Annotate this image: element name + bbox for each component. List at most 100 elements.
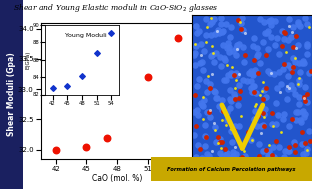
Point (193, 155, 198, 158)
Point (281, 156, 286, 159)
Point (283, 31, 288, 34)
Point (237, 20, 242, 23)
Point (193, 63, 197, 66)
Point (203, 80, 208, 83)
Point (275, 87, 280, 90)
Point (273, 102, 278, 105)
Point (291, 57, 296, 60)
Point (261, 88, 266, 91)
Point (292, 140, 297, 143)
Point (204, 41, 209, 44)
Point (229, 65, 234, 68)
Point (305, 148, 310, 151)
Point (221, 57, 226, 60)
Point (229, 156, 234, 159)
Point (285, 149, 290, 152)
Point (281, 113, 286, 116)
Point (211, 160, 216, 163)
Point (252, 116, 257, 119)
Point (225, 74, 230, 77)
Point (265, 47, 270, 50)
Point (246, 131, 251, 134)
Point (210, 21, 215, 24)
Point (217, 55, 222, 58)
Text: Shear Moduli (Gpa): Shear Moduli (Gpa) (7, 53, 16, 136)
Point (290, 66, 295, 69)
Point (198, 42, 203, 45)
Point (303, 17, 308, 20)
Point (276, 165, 281, 168)
Point (220, 141, 225, 144)
Point (304, 148, 309, 151)
Point (284, 50, 289, 53)
Point (194, 125, 199, 128)
Point (269, 72, 274, 75)
Point (297, 103, 302, 106)
Point (289, 71, 294, 74)
Point (292, 144, 297, 147)
Point (195, 114, 200, 117)
Point (266, 160, 271, 163)
Point (210, 54, 215, 57)
Point (228, 71, 233, 74)
Point (198, 53, 203, 57)
Point (217, 32, 222, 35)
Point (290, 117, 295, 120)
Point (197, 148, 202, 151)
Point (259, 125, 264, 128)
Point (207, 116, 212, 119)
Point (191, 165, 196, 168)
Point (262, 21, 267, 24)
Point (305, 44, 310, 47)
Point (300, 130, 305, 133)
Point (207, 83, 212, 86)
Point (266, 69, 271, 72)
Point (237, 89, 242, 92)
Point (267, 160, 272, 163)
Point (293, 119, 298, 122)
Point (271, 125, 275, 128)
Point (256, 72, 261, 75)
Point (296, 82, 301, 85)
Point (301, 110, 306, 113)
Point (202, 134, 207, 137)
Point (225, 110, 230, 113)
Point (291, 46, 296, 49)
Point (291, 25, 296, 28)
Point (221, 44, 226, 47)
Point (265, 153, 270, 156)
Point (277, 146, 282, 149)
Point (263, 32, 268, 35)
Point (222, 59, 227, 62)
Text: Formation of Calcium Percolation pathways: Formation of Calcium Percolation pathway… (168, 167, 296, 172)
Point (307, 159, 312, 162)
Point (219, 23, 224, 26)
Point (270, 145, 275, 148)
Point (270, 154, 275, 157)
Point (79, 75, 84, 78)
Point (209, 55, 214, 58)
Point (292, 92, 297, 95)
Point (193, 44, 198, 47)
Point (197, 61, 202, 64)
Point (248, 80, 253, 83)
Point (193, 24, 198, 27)
Point (219, 154, 224, 157)
Point (231, 150, 236, 153)
Point (261, 97, 266, 100)
Point (295, 159, 300, 162)
Point (263, 149, 268, 152)
Point (233, 95, 238, 98)
Point (280, 117, 285, 120)
Point (288, 67, 293, 70)
Point (303, 86, 308, 89)
Point (217, 140, 222, 143)
Point (205, 91, 210, 94)
Point (210, 164, 215, 167)
Point (296, 78, 301, 81)
Point (249, 86, 254, 89)
Y-axis label: E(GPa): E(GPa) (26, 50, 31, 69)
Point (251, 84, 256, 87)
Point (244, 138, 249, 141)
Point (306, 26, 311, 29)
